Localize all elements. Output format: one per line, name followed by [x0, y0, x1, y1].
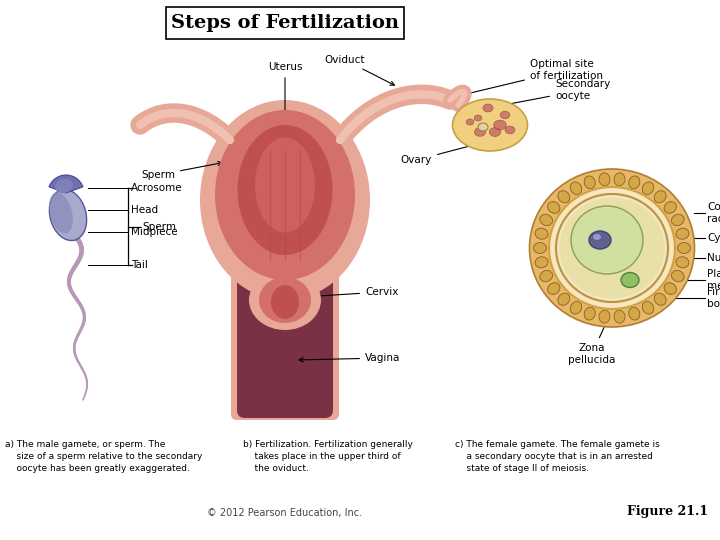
Ellipse shape — [55, 179, 73, 193]
Ellipse shape — [238, 125, 333, 255]
Ellipse shape — [570, 301, 582, 314]
Ellipse shape — [571, 206, 643, 274]
FancyBboxPatch shape — [166, 7, 404, 39]
Ellipse shape — [556, 194, 668, 302]
Ellipse shape — [629, 307, 640, 320]
Ellipse shape — [467, 119, 474, 125]
Ellipse shape — [255, 138, 315, 233]
Ellipse shape — [642, 182, 654, 194]
Text: Secondary
oocyte: Secondary oocyte — [492, 79, 611, 109]
Ellipse shape — [474, 127, 485, 136]
Ellipse shape — [584, 176, 595, 189]
Text: Optimal site
of fertilization: Optimal site of fertilization — [466, 59, 603, 95]
Text: c) The female gamete. The female gamete is
    a secondary oocyte that is in an : c) The female gamete. The female gamete … — [455, 440, 660, 472]
Text: Sperm: Sperm — [142, 221, 176, 232]
Ellipse shape — [589, 231, 611, 249]
Ellipse shape — [558, 293, 570, 305]
Text: Plasma
membrane: Plasma membrane — [707, 269, 720, 291]
Ellipse shape — [654, 293, 666, 305]
Ellipse shape — [570, 182, 582, 194]
Ellipse shape — [215, 110, 355, 280]
Text: Tail: Tail — [131, 260, 148, 270]
Text: Oviduct: Oviduct — [325, 55, 395, 85]
Ellipse shape — [599, 173, 610, 186]
Ellipse shape — [654, 191, 666, 203]
Ellipse shape — [535, 228, 548, 239]
Ellipse shape — [49, 193, 73, 233]
Ellipse shape — [599, 310, 610, 323]
Ellipse shape — [474, 115, 482, 121]
Text: Zona
pellucida: Zona pellucida — [568, 314, 616, 364]
Ellipse shape — [548, 283, 560, 294]
FancyBboxPatch shape — [231, 268, 339, 420]
Text: Head: Head — [131, 205, 158, 215]
Ellipse shape — [642, 301, 654, 314]
Text: © 2012 Pearson Education, Inc.: © 2012 Pearson Education, Inc. — [207, 508, 363, 518]
Ellipse shape — [593, 234, 601, 240]
Text: Uterus: Uterus — [268, 62, 302, 72]
Ellipse shape — [676, 257, 689, 268]
Ellipse shape — [249, 270, 321, 330]
Text: Acrosome: Acrosome — [131, 183, 183, 193]
Text: Cervix: Cervix — [306, 287, 398, 299]
Ellipse shape — [271, 285, 299, 319]
Wedge shape — [49, 175, 83, 193]
Ellipse shape — [614, 173, 625, 186]
Ellipse shape — [50, 190, 86, 240]
Text: Vagina: Vagina — [299, 353, 400, 363]
Ellipse shape — [500, 111, 510, 119]
Ellipse shape — [584, 307, 595, 320]
Ellipse shape — [549, 187, 675, 309]
Ellipse shape — [494, 120, 506, 130]
Text: b) Fertilization. Fertilization generally
    takes place in the upper third of
: b) Fertilization. Fertilization generall… — [243, 440, 413, 472]
FancyBboxPatch shape — [239, 271, 331, 416]
Ellipse shape — [535, 257, 548, 268]
Ellipse shape — [478, 123, 488, 131]
Ellipse shape — [529, 169, 695, 327]
Ellipse shape — [558, 191, 570, 203]
Ellipse shape — [664, 283, 676, 294]
Text: Cytoplasm: Cytoplasm — [707, 233, 720, 243]
Ellipse shape — [259, 277, 311, 323]
Text: Sperm: Sperm — [141, 161, 222, 180]
Ellipse shape — [559, 198, 665, 299]
Ellipse shape — [452, 99, 528, 151]
FancyBboxPatch shape — [237, 272, 333, 418]
Text: Figure 21.1: Figure 21.1 — [627, 505, 708, 518]
Ellipse shape — [200, 100, 370, 300]
Ellipse shape — [614, 310, 625, 323]
Ellipse shape — [676, 228, 689, 239]
Text: First polar
body: First polar body — [707, 287, 720, 309]
Ellipse shape — [540, 271, 552, 282]
Ellipse shape — [672, 271, 684, 282]
Text: Ovary: Ovary — [401, 142, 481, 165]
Ellipse shape — [548, 201, 560, 213]
Ellipse shape — [664, 201, 676, 213]
Text: Steps of Fertilization: Steps of Fertilization — [171, 14, 399, 32]
Ellipse shape — [678, 242, 690, 253]
Ellipse shape — [629, 176, 640, 189]
Text: Corona
radiata: Corona radiata — [707, 202, 720, 224]
Ellipse shape — [672, 214, 684, 226]
Ellipse shape — [483, 104, 493, 112]
Ellipse shape — [490, 127, 500, 137]
Ellipse shape — [621, 273, 639, 287]
Text: Nucleus: Nucleus — [707, 253, 720, 263]
Text: a) The male gamete, or sperm. The
    size of a sperm relative to the secondary
: a) The male gamete, or sperm. The size o… — [5, 440, 202, 472]
Ellipse shape — [540, 214, 552, 226]
Text: Midpiece: Midpiece — [131, 227, 178, 237]
Ellipse shape — [534, 242, 546, 253]
Ellipse shape — [505, 126, 515, 134]
